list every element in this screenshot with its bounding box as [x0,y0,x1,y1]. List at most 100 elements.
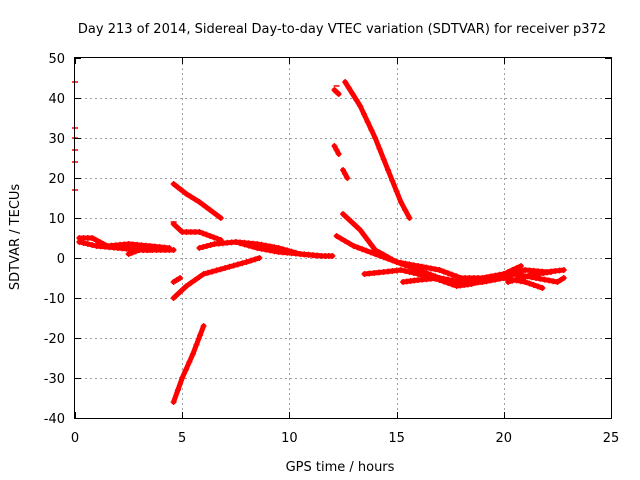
x-tick-label: 5 [178,431,186,446]
data-point [360,111,367,117]
data-point [397,259,404,266]
data-point [196,274,203,280]
x-tick-label: 25 [603,431,620,446]
data-point [560,275,567,281]
data-point [445,277,452,284]
axis-ticks [75,58,612,419]
data-point [217,266,224,273]
data-point [355,244,362,251]
data-point [174,291,181,297]
plot-frame [74,57,612,419]
data-point [203,204,210,211]
data-point [214,235,221,242]
data-point [436,267,443,273]
series-track-12 [331,143,342,157]
data-point [207,233,214,239]
data-point [170,247,177,253]
data-point [342,171,349,177]
data-point [513,276,520,283]
data-point [243,259,250,265]
data-point [385,167,392,173]
data-point [509,277,516,284]
data-point [177,275,184,281]
data-point [92,237,99,243]
series-track-14 [342,79,413,221]
x-tick-label: 20 [496,431,513,446]
data-point [183,191,190,197]
x-tick-label: 0 [71,431,79,446]
data-point [397,199,404,205]
data-point [521,274,528,280]
data-point [554,279,561,285]
data-point [342,238,349,244]
series-track [342,79,412,221]
data-point [174,225,181,231]
data-point [376,145,383,152]
data-point [364,119,371,125]
data-point [196,199,203,205]
data-point [239,260,246,267]
data-point [249,243,256,250]
series-track-5 [170,221,224,243]
chart-title: Day 213 of 2014, Sidereal Day-to-day VTE… [78,22,606,37]
data-point [547,269,554,275]
series-track-18 [400,275,546,291]
data-point [359,246,366,253]
data-point [483,278,490,285]
data-point [492,276,499,283]
data-point [162,245,169,251]
data-point [352,223,359,229]
data-point [199,201,206,208]
y-tick-label: 40 [48,92,65,107]
data-point [76,239,83,245]
data-point [187,193,194,200]
data-point [207,207,214,213]
data-point [192,196,199,203]
data-point [89,242,96,248]
data-point [337,235,344,242]
series-track-8 [170,275,184,285]
series-track-13 [340,167,351,181]
data-point [254,245,261,251]
data-point [500,275,507,281]
data-point [174,184,181,191]
data-point [170,279,177,285]
data-point [342,79,349,85]
data-point [333,233,340,239]
y-tick-label: -10 [44,292,65,307]
data-point [203,231,210,238]
data-point [241,241,248,248]
data-point [192,277,199,283]
data-point [513,265,520,271]
data-point [526,280,533,287]
data-point [84,241,91,247]
data-point [541,276,548,283]
data-point [179,375,186,381]
data-point [174,387,181,393]
data-point [410,262,417,269]
data-point [331,143,338,149]
data-point [402,207,409,213]
data-point [344,175,351,181]
data-point [380,254,387,261]
data-point [496,275,503,282]
data-point [530,282,537,288]
data-point [367,249,374,256]
data-point [397,267,404,273]
data-point [329,253,336,259]
data-point [340,211,346,217]
data-point [453,273,460,280]
data-point [247,257,254,264]
data-point [363,247,370,254]
data-point [364,237,371,243]
x-tick-label: 15 [388,431,405,446]
data-point [125,251,132,257]
data-point [453,279,460,286]
data-point [368,242,375,248]
data-point [410,270,417,276]
data-point [267,247,274,254]
data-point [550,278,557,285]
data-point [529,272,536,278]
data-point [203,243,210,249]
